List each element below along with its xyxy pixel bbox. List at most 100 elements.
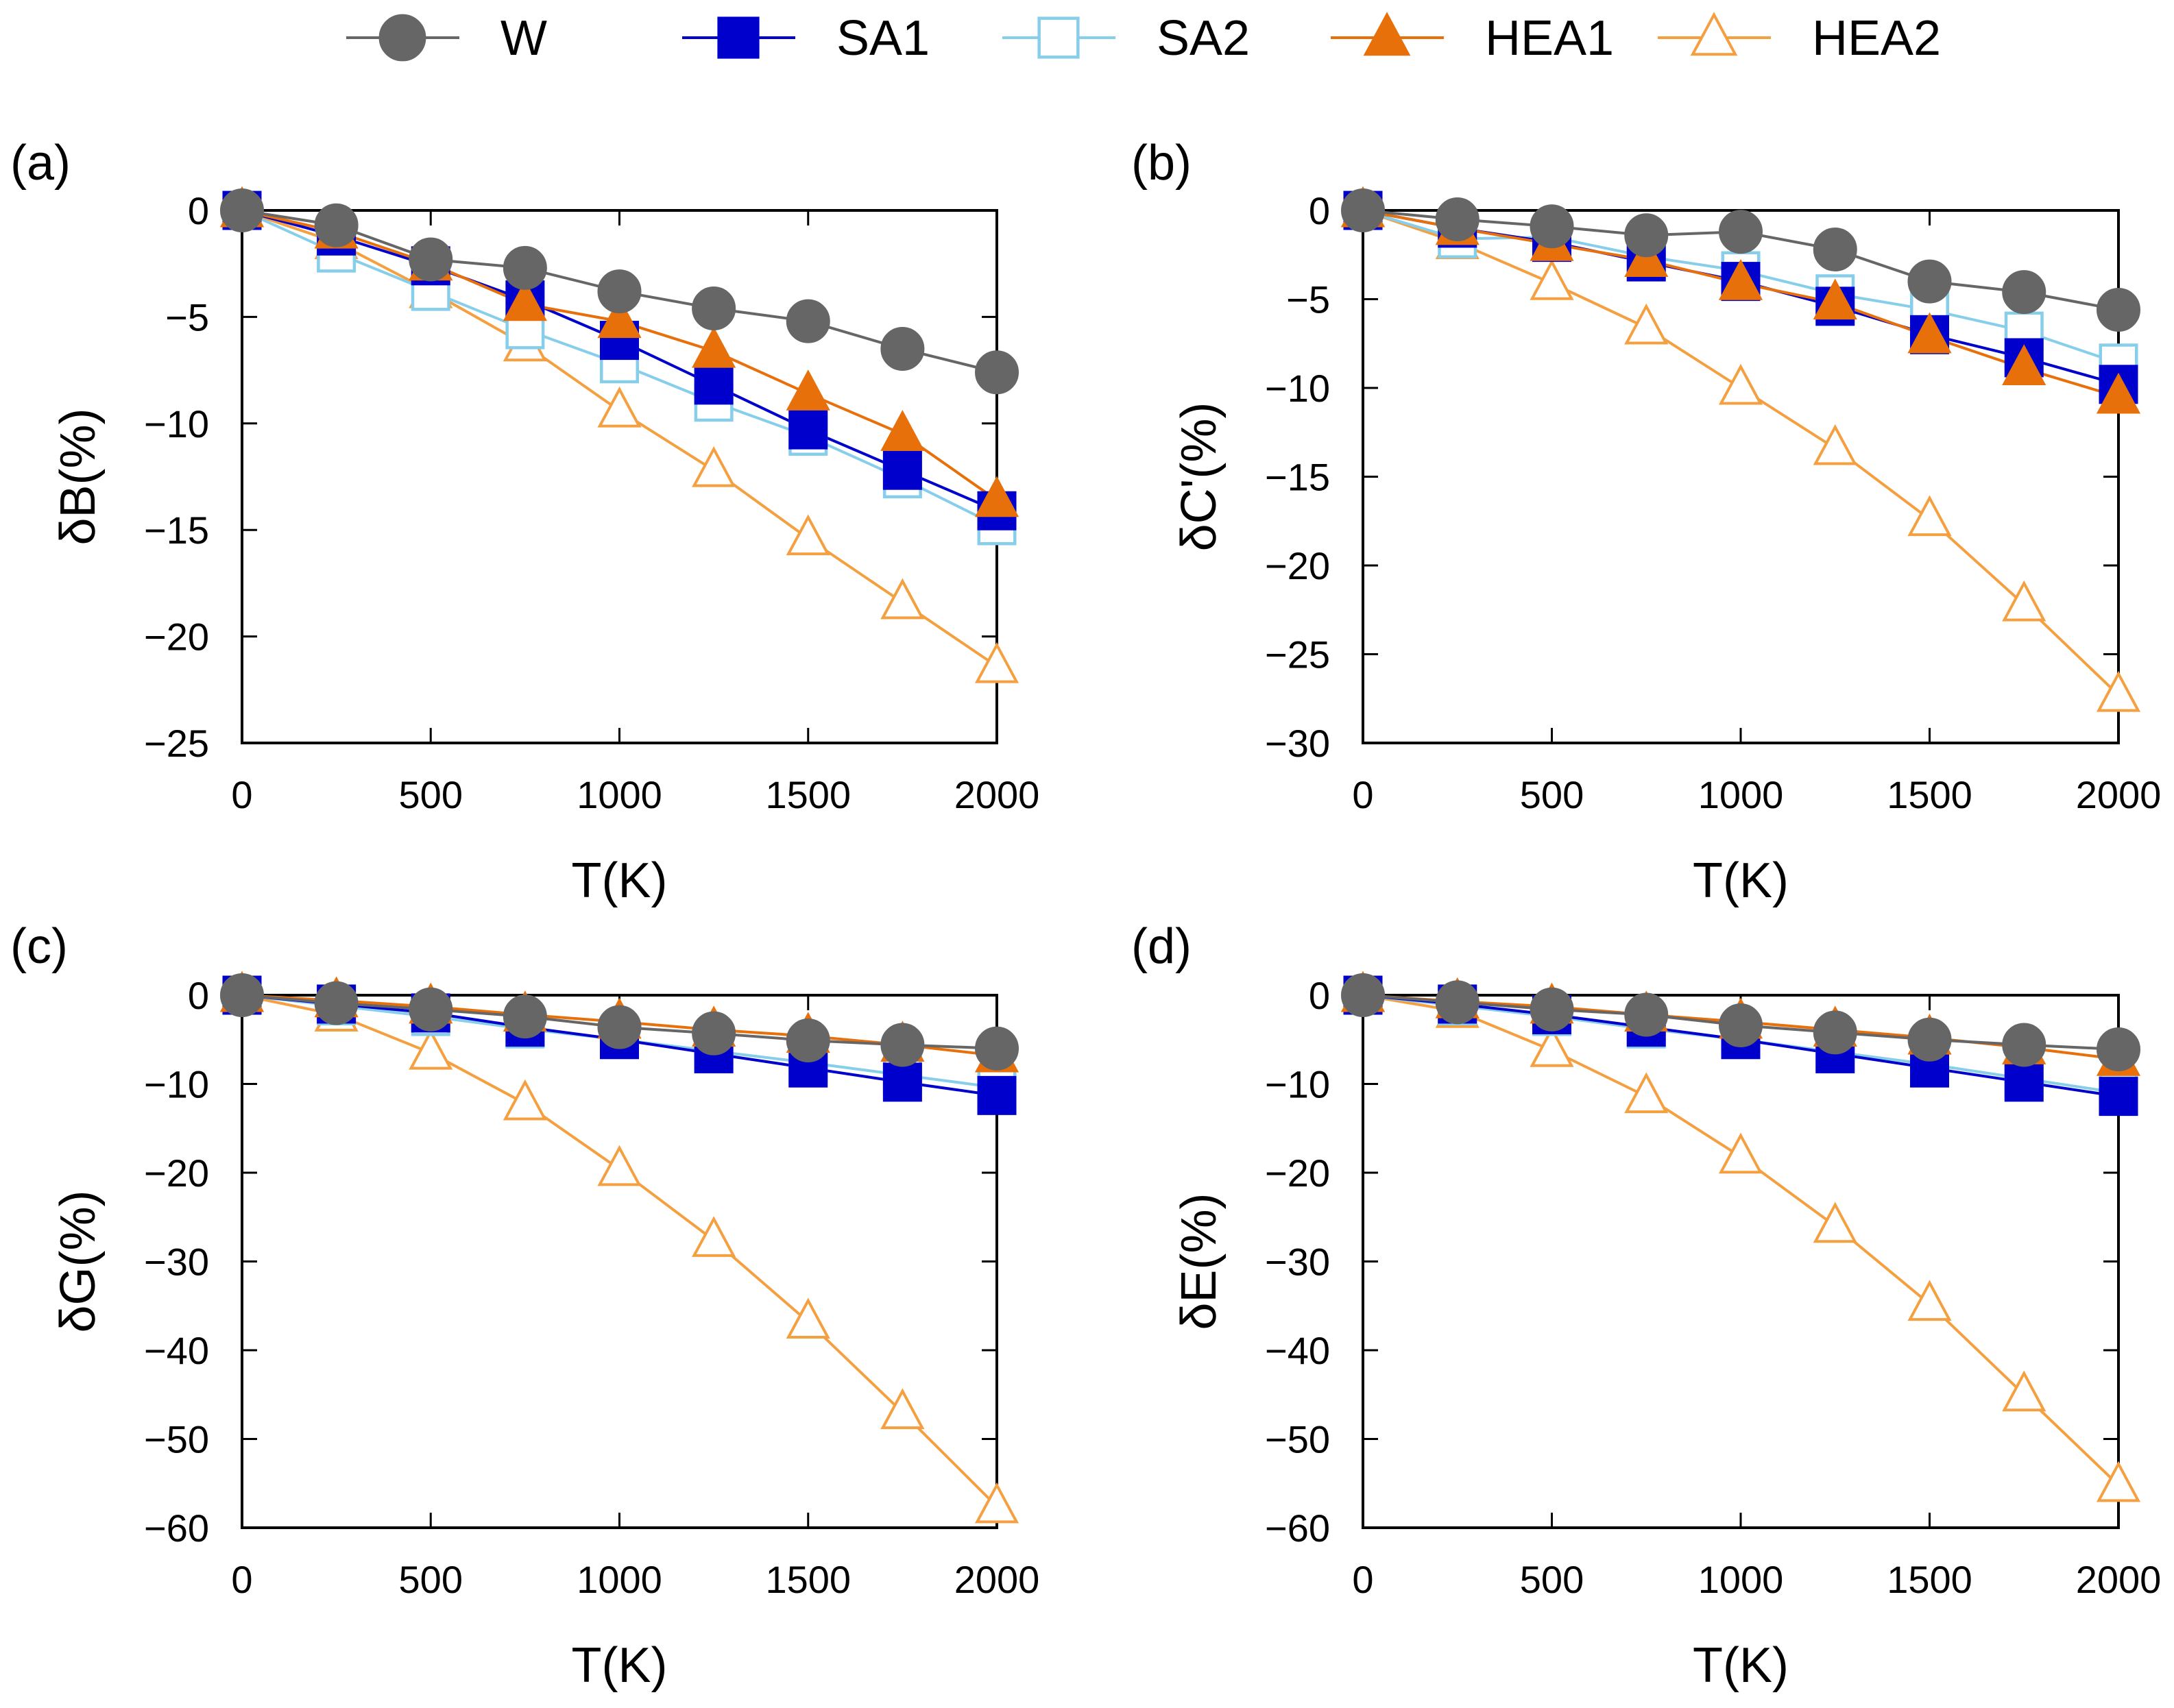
data-point-w — [314, 203, 359, 247]
y-tick-label: −60 — [144, 1506, 209, 1550]
data-point-sa1 — [788, 410, 828, 450]
data-point-w — [597, 269, 642, 314]
legend: W SA1 SA2 HEA1 HEA2 — [346, 11, 1941, 66]
data-point-w — [880, 327, 925, 371]
y-tick-label: −15 — [1265, 456, 1330, 499]
data-point-w — [1435, 980, 1479, 1025]
x-tick-label: 1500 — [1887, 773, 1972, 816]
data-point-hea2 — [1907, 1280, 1952, 1321]
x-tick-label: 500 — [399, 773, 463, 816]
y-tick-label: −25 — [144, 722, 209, 765]
x-tick-label: 500 — [399, 1558, 463, 1601]
legend-marker-hea2 — [1690, 12, 1738, 56]
data-point-hea2 — [1813, 1201, 1857, 1243]
x-tick-label: 1000 — [1698, 773, 1784, 816]
data-point-w — [2097, 1027, 2140, 1071]
y-tick-label: −10 — [144, 1063, 209, 1106]
data-point-w — [409, 987, 453, 1032]
x-tick-label: 1000 — [1698, 1558, 1784, 1601]
data-point-hea2 — [1530, 1026, 1574, 1067]
data-point-sa1 — [882, 450, 922, 490]
data-point-hea1 — [880, 410, 925, 451]
data-point-hea2 — [1624, 1072, 1669, 1114]
y-axis-label: δC'(%) — [1172, 402, 1227, 552]
y-tick-label: −60 — [1265, 1506, 1330, 1550]
data-point-w — [314, 981, 359, 1025]
y-tick-label: 0 — [188, 189, 209, 232]
panel-a: 0 500 1000 1500 2000 0 −5 −10 −15 −20 −25 T(K) δB(%)… — [10, 136, 1039, 908]
data-point-w — [1341, 973, 1385, 1017]
panel-tag: (c) — [10, 919, 68, 974]
data-point-hea1 — [2002, 344, 2046, 386]
y-tick-label: 0 — [188, 974, 209, 1017]
data-point-w — [1624, 992, 1669, 1037]
x-tick-label: 500 — [1520, 1558, 1584, 1601]
panel-tag: (a) — [10, 136, 71, 191]
x-axis-label: T(K) — [1693, 853, 1789, 908]
data-point-hea2 — [2002, 1370, 2046, 1412]
y-axis-label: δE(%) — [1172, 1193, 1227, 1330]
data-point-hea2 — [409, 1028, 453, 1070]
data-point-hea1 — [1813, 278, 1857, 320]
data-point-w — [1530, 987, 1574, 1032]
data-point-hea1 — [503, 280, 547, 321]
legend-label-hea1: HEA1 — [1485, 11, 1614, 66]
x-tick-label: 2000 — [954, 773, 1040, 816]
data-point-hea1 — [1718, 258, 1763, 300]
x-tick-label: 1000 — [577, 773, 662, 816]
data-point-hea2 — [2096, 1461, 2141, 1502]
y-tick-label: −30 — [1265, 1241, 1330, 1284]
data-point-hea2 — [1530, 258, 1574, 300]
data-point-hea2 — [597, 1145, 642, 1186]
x-axis-label: T(K) — [572, 1638, 668, 1693]
y-tick-label: 0 — [1309, 974, 1330, 1017]
data-point-hea2 — [597, 386, 642, 428]
x-axis-label: T(K) — [1693, 1638, 1789, 1693]
x-tick-label: 2000 — [2076, 1558, 2162, 1601]
legend-marker-sa2 — [1037, 16, 1080, 59]
legend-label-sa2: SA2 — [1157, 11, 1250, 66]
data-point-hea2 — [1718, 1132, 1763, 1174]
data-point-w — [2002, 1023, 2046, 1067]
y-tick-label: −30 — [1265, 722, 1330, 765]
data-point-hea1 — [786, 369, 830, 411]
data-point-hea1 — [1907, 312, 1952, 354]
x-axis-label: T(K) — [572, 853, 668, 908]
data-point-hea2 — [1718, 363, 1763, 405]
data-point-w — [1341, 188, 1385, 232]
data-point-hea2 — [880, 1388, 925, 1430]
data-point-w — [1435, 197, 1479, 241]
data-point-w — [409, 237, 453, 282]
x-tick-label: 0 — [1352, 1558, 1373, 1601]
data-point-w — [692, 286, 736, 330]
data-point-w — [1719, 1003, 1763, 1048]
y-tick-label: −30 — [144, 1241, 209, 1284]
data-point-w — [1813, 227, 1857, 271]
data-point-w — [220, 188, 264, 232]
legend-label-w: W — [500, 11, 547, 66]
data-point-w — [1907, 1017, 1952, 1062]
data-point-hea2 — [1907, 495, 1952, 537]
panel-tag: (d) — [1131, 919, 1192, 974]
x-tick-label: 2000 — [2076, 773, 2162, 816]
panel-c: 0 500 1000 1500 2000 0 −10 −20 −30 −40 −50 −60 T(K) δ… — [10, 919, 1039, 1693]
data-point-w — [1813, 1010, 1857, 1055]
y-tick-label: −15 — [144, 509, 209, 552]
data-point-hea2 — [786, 1297, 830, 1339]
data-point-hea2 — [1624, 303, 1669, 345]
data-point-hea1 — [597, 297, 642, 339]
data-point-hea2 — [2096, 670, 2141, 712]
data-point-sa1 — [882, 1062, 922, 1102]
data-point-w — [692, 1011, 736, 1056]
data-point-w — [503, 245, 547, 290]
y-tick-label: −40 — [144, 1329, 209, 1372]
data-point-hea1 — [2096, 372, 2141, 414]
data-point-w — [880, 1023, 925, 1067]
data-point-w — [975, 1026, 1019, 1071]
data-point-hea2 — [692, 1216, 736, 1257]
y-tick-label: −20 — [144, 615, 209, 659]
y-tick-label: −50 — [1265, 1418, 1330, 1461]
data-point-hea2 — [880, 578, 925, 620]
y-tick-label: −25 — [1265, 633, 1330, 676]
x-tick-label: 1500 — [765, 1558, 851, 1601]
